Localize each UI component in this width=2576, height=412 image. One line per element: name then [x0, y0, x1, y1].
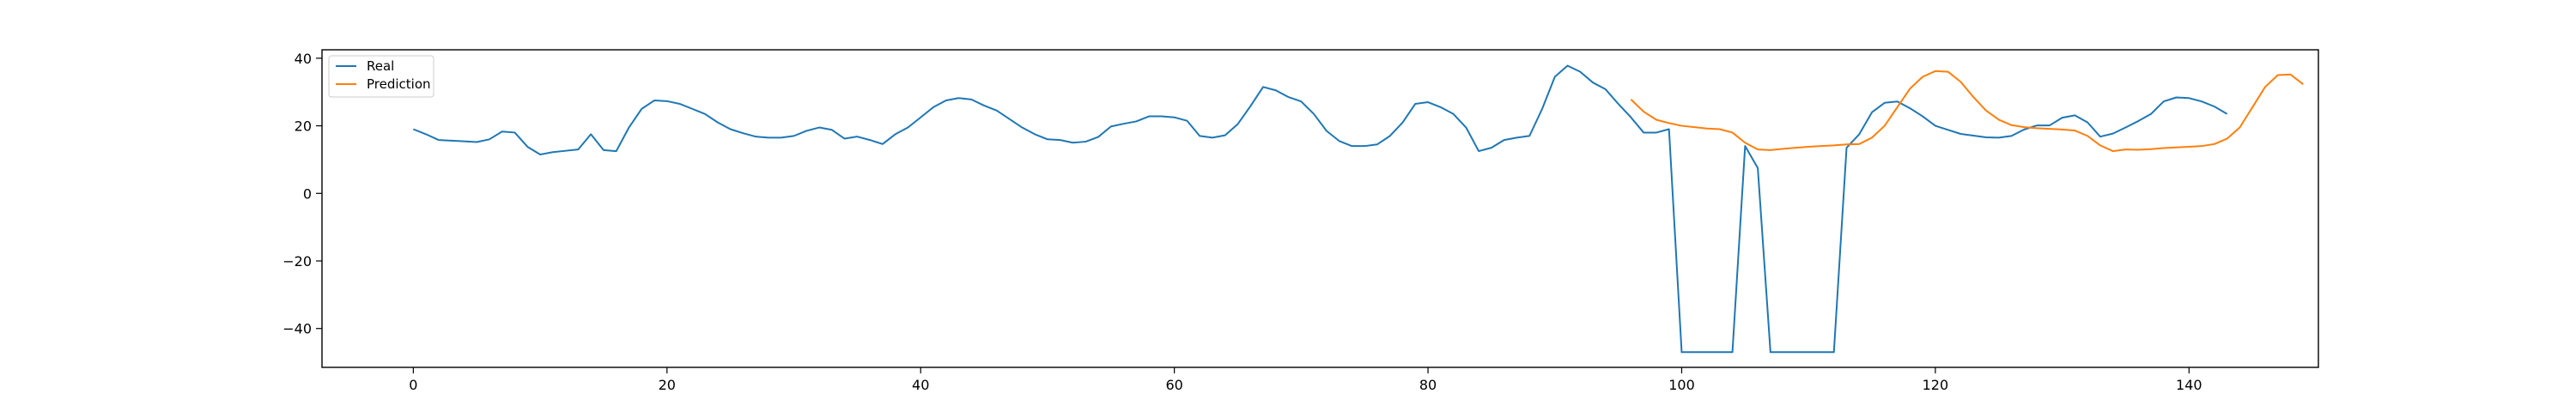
legend-label-real: Real	[367, 58, 394, 74]
legend: Real Prediction	[328, 55, 434, 98]
y-tick-label: −40	[283, 321, 312, 337]
x-tick-label: 120	[1923, 377, 1949, 393]
y-tick-label: 20	[295, 118, 312, 135]
plot-area-frame	[321, 49, 2319, 368]
x-tick-label: 100	[1668, 377, 1695, 393]
series-line-real	[412, 64, 2228, 354]
x-tick-label: 60	[1165, 377, 1182, 393]
y-axis: −40 −20 0 20 40	[283, 51, 322, 337]
y-tick-label: −20	[283, 253, 312, 270]
x-tick-label: 0	[409, 377, 417, 393]
legend-label-prediction: Prediction	[367, 76, 431, 92]
x-tick-label: 80	[1419, 377, 1437, 393]
y-tick-label: 40	[295, 51, 312, 67]
x-tick-label: 20	[659, 377, 676, 393]
x-tick-label: 40	[912, 377, 929, 393]
x-axis: 0 20 40 60 80 100 120 140	[409, 367, 2202, 393]
y-tick-label: 0	[303, 185, 312, 202]
series-layer	[412, 64, 2304, 354]
x-tick-label: 140	[2176, 377, 2202, 393]
series-line-prediction	[1630, 70, 2304, 153]
